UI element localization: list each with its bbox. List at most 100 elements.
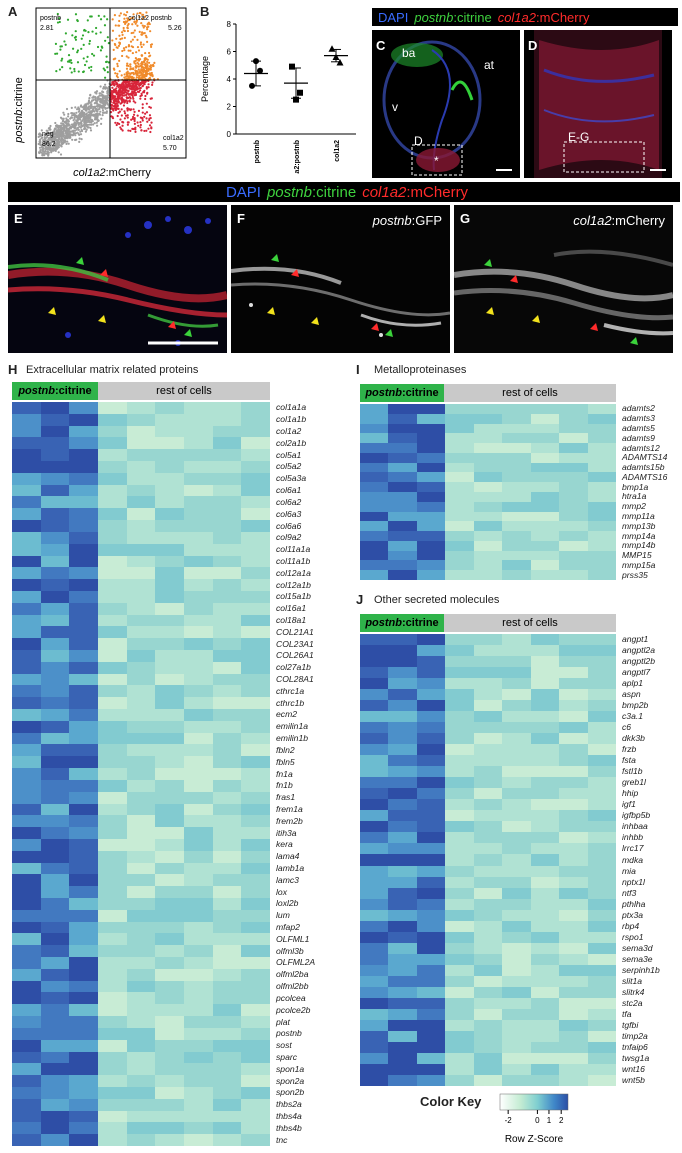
heatmap-cell (388, 799, 418, 811)
flow-event-dot (65, 123, 68, 127)
flow-event-dot (124, 114, 128, 117)
gene-label: mmp15a (622, 559, 656, 570)
flow-event-dot (76, 131, 79, 134)
heatmap-cell (559, 788, 589, 800)
flow-event-dot (141, 103, 144, 106)
gene-label: col9a2 (276, 532, 302, 543)
heatmap-cell (40, 744, 70, 757)
flow-event-dot (60, 45, 63, 48)
heatmap-cell (69, 720, 99, 734)
flow-event-dot (89, 15, 92, 18)
flow-event-dot (132, 31, 135, 34)
heatmap-cell (530, 810, 560, 822)
heatmap-cell (530, 1063, 560, 1076)
heatmap-cell (241, 1039, 271, 1052)
heatmap-cell (241, 945, 271, 958)
flow-event-dot (134, 93, 138, 96)
heatmap-cell (587, 1041, 617, 1054)
heatmap-cell (12, 449, 42, 462)
gene-label: inhbaa (622, 821, 648, 832)
flow-event-dot (131, 38, 134, 41)
heatmap-cell (473, 1019, 503, 1032)
flow-event-dot (50, 151, 53, 154)
heatmap-cell (360, 755, 389, 767)
heatmap-cell (502, 560, 532, 571)
flow-event-dot (93, 122, 96, 125)
heatmap-cell (530, 540, 560, 552)
heatmap-cell (530, 964, 560, 977)
heatmap-cell (40, 874, 70, 887)
heatmap-cell (12, 838, 42, 852)
heatmap-cell (388, 865, 418, 878)
flow-event-dot (88, 42, 91, 45)
gene-label: timp2a (622, 1030, 648, 1041)
flow-event-dot (125, 96, 129, 99)
flow-event-dot (79, 133, 83, 136)
heatmap-cell (98, 1134, 128, 1147)
heatmap-cell (416, 1019, 446, 1032)
heatmap-cell (126, 838, 156, 852)
heatmap-cell (40, 921, 70, 934)
heatmap-cell (40, 1039, 70, 1052)
heatmap-cell (360, 540, 389, 552)
flow-event-dot (106, 94, 109, 97)
heatmap-cell (212, 543, 242, 556)
flow-event-dot (76, 61, 80, 64)
flow-event-dot (118, 70, 121, 73)
heatmap-cell (559, 865, 589, 878)
heatmap-cell (587, 678, 617, 690)
heatmap-cell (416, 700, 446, 712)
heatmap-cell (388, 1052, 418, 1065)
heatmap-h-gene-labels: col1a1a col1a1b col1a2 col2a1b col5a1 col5a2 c… (276, 402, 356, 1146)
heatmap-cell (12, 815, 42, 828)
flow-event-dot (112, 83, 115, 86)
heatmap-cell (587, 733, 617, 745)
flow-event-dot (40, 137, 43, 140)
heatmap-cell (416, 634, 446, 646)
flow-event-dot (134, 91, 137, 95)
color-key-tick-label: 1 (547, 1116, 552, 1125)
heatmap-cell (360, 876, 389, 889)
heatmap-cell (69, 732, 99, 745)
heatmap-cell (155, 1027, 185, 1041)
heatmap-cell (155, 626, 185, 639)
panel-f-label: F (237, 211, 245, 226)
heatmap-cell (473, 443, 503, 454)
heatmap-cell (184, 850, 214, 864)
flow-event-dot (126, 109, 129, 112)
flow-event-dot (135, 86, 138, 89)
gene-label: col6a1 (276, 485, 302, 496)
flow-event-dot (145, 70, 148, 74)
heatmap-cell (126, 1075, 156, 1088)
flow-event-dot (97, 14, 100, 17)
gene-label: fbln2 (276, 744, 295, 755)
heatmap-cell (388, 423, 418, 434)
gene-label: rspo1 (622, 931, 644, 942)
flow-event-dot (53, 143, 56, 146)
flow-event-dot (143, 129, 146, 133)
heatmap-cell (98, 449, 128, 462)
flow-event-dot (57, 138, 60, 141)
heatmap-cell (40, 425, 70, 438)
heatmap-cell (530, 975, 560, 988)
heatmap-cell (241, 756, 271, 769)
heatmap-cell (388, 876, 418, 889)
heatmap-cell (69, 531, 99, 545)
heatmap-cell (416, 656, 446, 668)
heatmap-cell (388, 472, 418, 483)
heatmap-cell (241, 520, 271, 533)
heatmap-cell (126, 1086, 156, 1100)
heatmap-cell (98, 862, 128, 875)
heatmap-cell (416, 413, 446, 425)
flow-event-dot (37, 135, 40, 138)
heatmap-cell (212, 437, 242, 450)
flow-event-dot (147, 83, 150, 86)
flow-event-dot (139, 121, 142, 124)
heatmap-cell (98, 602, 128, 616)
heatmap-cell (587, 942, 617, 955)
heatmap-cell (12, 425, 42, 438)
gene-label: col6a2 (276, 496, 302, 507)
heatmap-cell (587, 744, 617, 756)
heatmap-cell (530, 1074, 560, 1087)
flow-event-dot (90, 123, 93, 126)
